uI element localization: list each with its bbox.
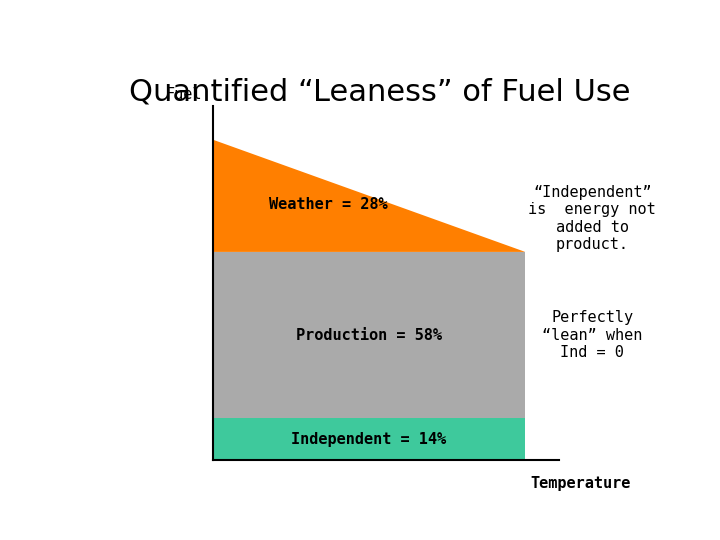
Polygon shape [213, 252, 526, 418]
Text: Independent = 14%: Independent = 14% [292, 431, 446, 447]
Text: Fuel: Fuel [165, 87, 202, 102]
Polygon shape [213, 140, 526, 252]
Text: Perfectly
“lean” when
Ind = 0: Perfectly “lean” when Ind = 0 [542, 310, 642, 360]
Text: “Independent”
is  energy not
added to
product.: “Independent” is energy not added to pro… [528, 185, 656, 252]
Text: Weather = 28%: Weather = 28% [269, 197, 387, 212]
Polygon shape [213, 418, 526, 460]
Text: Quantified “Leaness” of Fuel Use: Quantified “Leaness” of Fuel Use [129, 77, 631, 106]
Text: Temperature: Temperature [531, 476, 631, 491]
Text: Production = 58%: Production = 58% [296, 328, 442, 342]
